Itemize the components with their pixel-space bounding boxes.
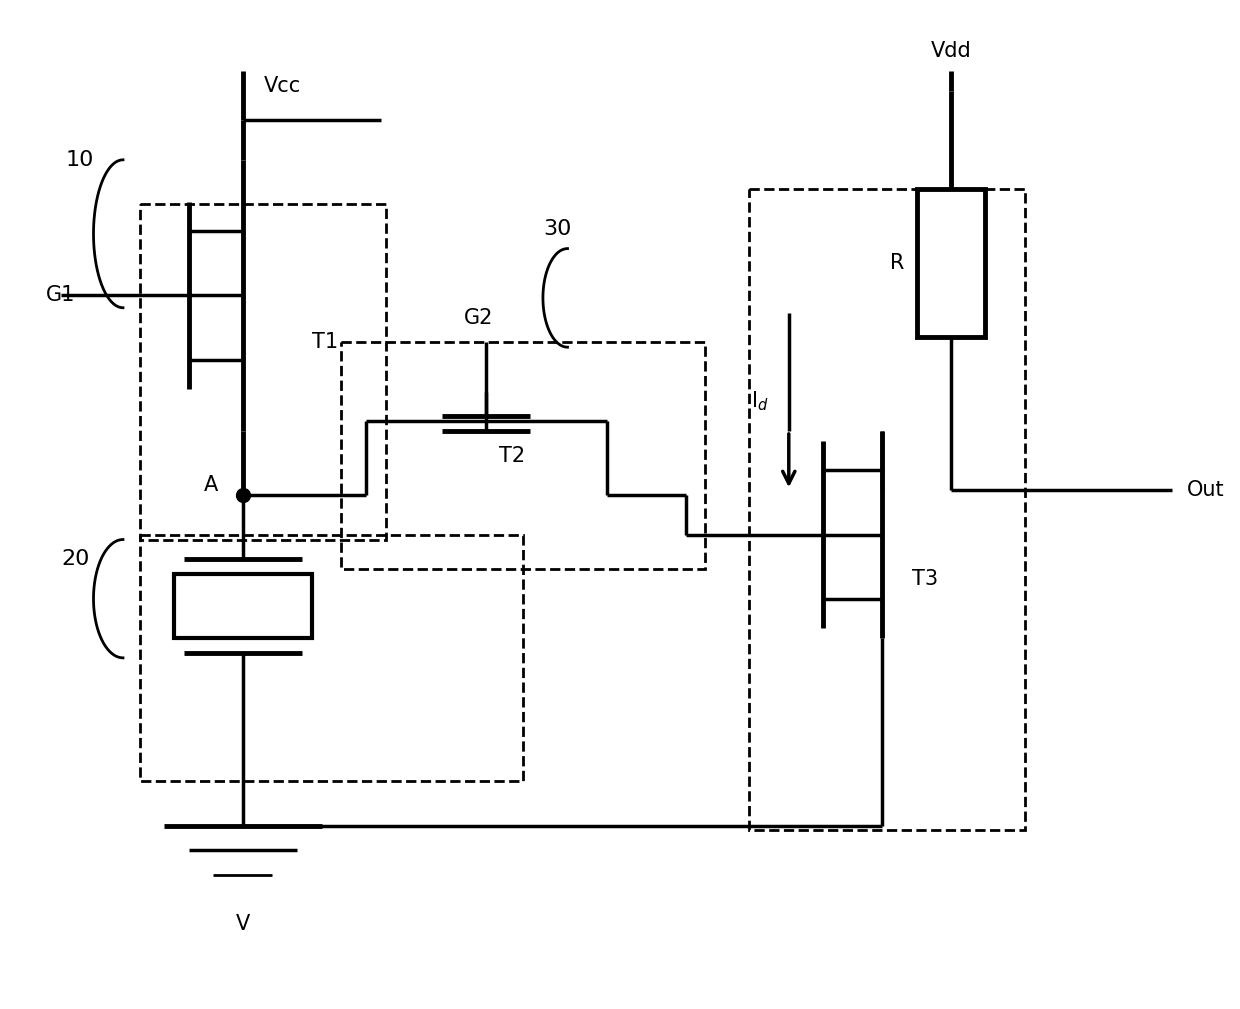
- Text: 10: 10: [66, 149, 94, 170]
- Text: 30: 30: [543, 219, 572, 239]
- Text: R: R: [890, 253, 904, 273]
- Bar: [174, 574, 311, 638]
- Bar: [341, 342, 706, 569]
- Bar: [140, 535, 523, 781]
- Bar: [140, 204, 386, 540]
- Text: 20: 20: [61, 549, 89, 569]
- Text: Vcc: Vcc: [264, 76, 301, 96]
- Text: T3: T3: [911, 569, 937, 589]
- Text: Out: Out: [1187, 480, 1225, 500]
- Bar: [749, 190, 1024, 830]
- Text: V: V: [236, 914, 250, 934]
- Text: G1: G1: [46, 286, 76, 306]
- Text: I$_d$: I$_d$: [751, 389, 769, 414]
- Text: Vdd: Vdd: [931, 41, 971, 62]
- Text: G2: G2: [464, 308, 494, 328]
- Text: T2: T2: [498, 446, 525, 466]
- Text: T1: T1: [311, 332, 339, 352]
- Text: A: A: [205, 475, 218, 495]
- Bar: [916, 190, 986, 337]
